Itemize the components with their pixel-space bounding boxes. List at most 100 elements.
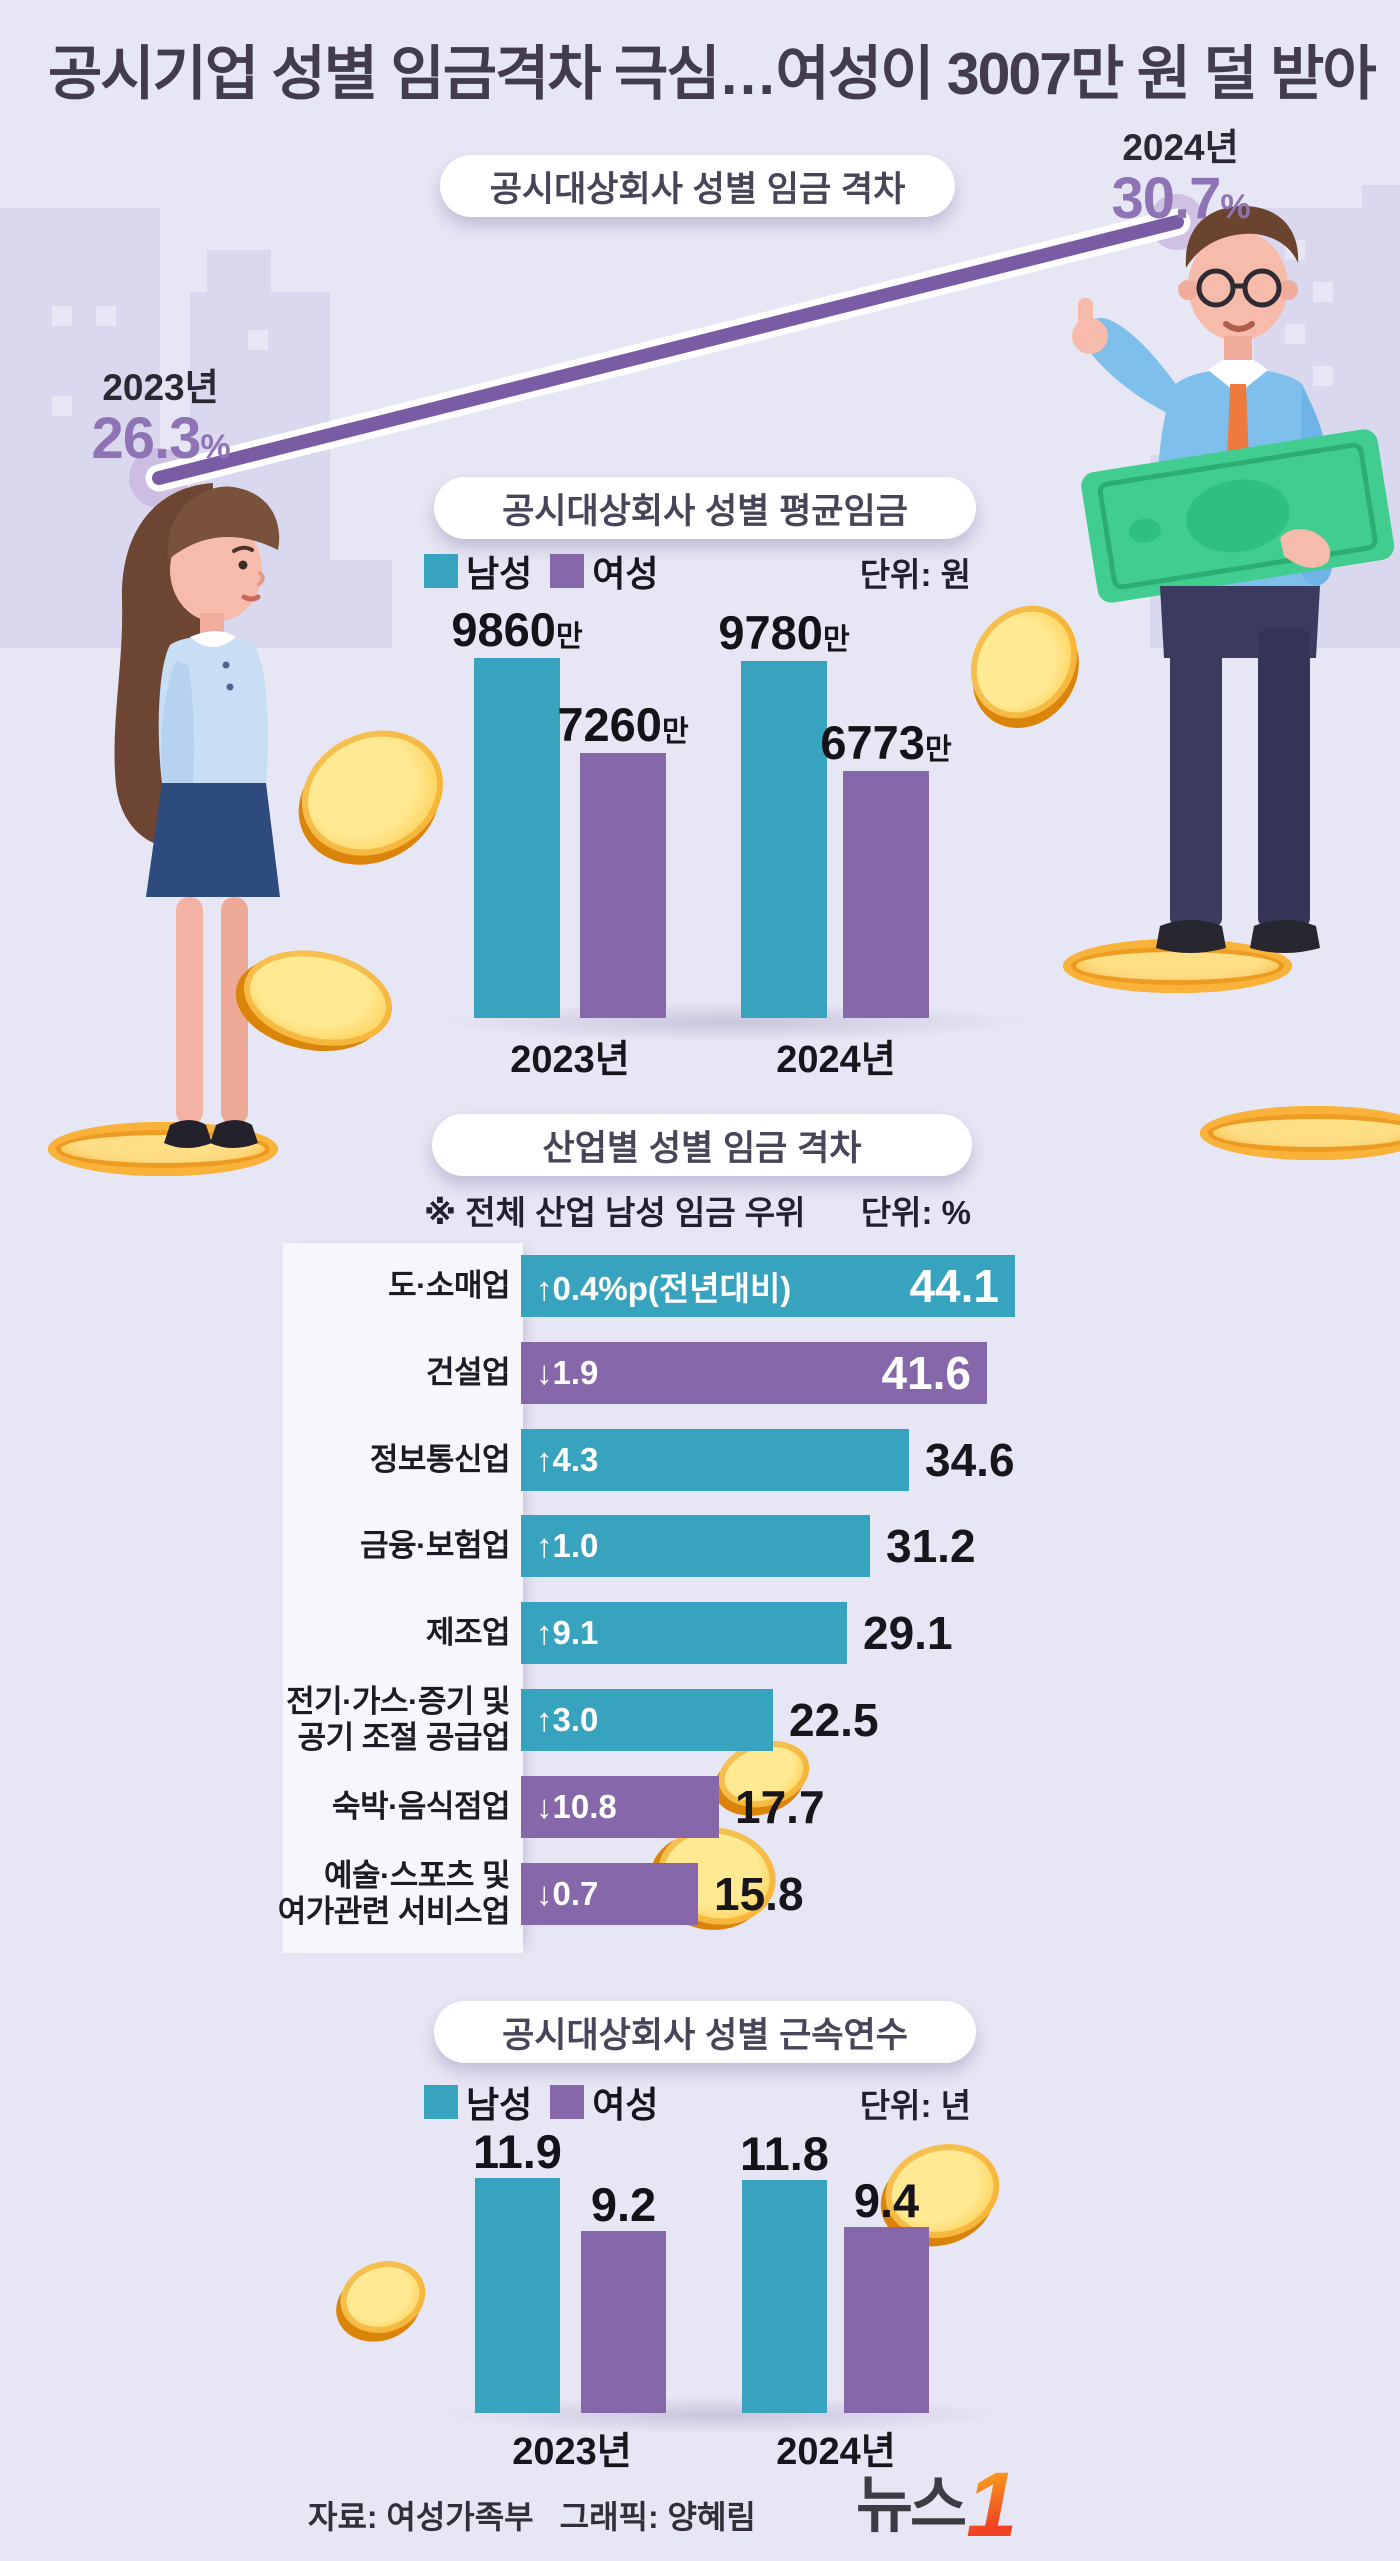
industry-label: 전기·가스·증기 및 공기 조절 공급업: [286, 1684, 510, 1755]
industry-bar: ↑3.0: [521, 1689, 773, 1751]
woman-illustration: [114, 483, 280, 1148]
industry-value: 22.5: [789, 1694, 879, 1746]
bar-male-2023년: [475, 2178, 560, 2413]
industry-bar: ↑4.3: [521, 1429, 909, 1491]
bar-male-2024년: [741, 661, 827, 1018]
logo-number: 1: [966, 2454, 1018, 2556]
industry-label: 제조업: [425, 1615, 511, 1650]
industry-change-label: ↑3.0: [536, 1701, 599, 1738]
coin-stack-right: [1200, 1106, 1400, 2561]
legend-male-label: 남성: [466, 2084, 533, 2125]
gap-value: 26.3%: [91, 405, 230, 471]
section-heading-industry: 산업별 성별 임금 격차: [432, 1114, 972, 1176]
axis-year-label: 2024년: [776, 2431, 896, 2473]
industry-change-label: ↓1.9: [536, 1354, 599, 1391]
building-window: [1285, 324, 1305, 344]
man-illustration: [1072, 206, 1395, 953]
legend-male-swatch: [424, 2085, 458, 2119]
source-text: 자료: 여성가족부: [308, 2499, 534, 2535]
bar-value-female-2024년: 9.4: [853, 2174, 920, 2227]
bar-female-2023년: [580, 753, 666, 1018]
industry-change-label: ↑0.4%p(전년대비): [536, 1270, 792, 1307]
industry-label: 건설업: [425, 1355, 511, 1390]
bar-female-2024년: [844, 2227, 929, 2413]
axis-year-label: 2023년: [510, 1039, 630, 1081]
industry-change-label: ↑9.1: [536, 1614, 599, 1651]
wage-legend: 남성 여성: [424, 545, 659, 597]
building-window: [96, 306, 116, 326]
bar-value-male-2024년: 11.8: [740, 2127, 829, 2180]
credit-text: 그래픽: 양혜림: [559, 2499, 756, 2535]
building-window: [1313, 366, 1333, 386]
gap-year-label: 2023년: [102, 367, 219, 408]
industry-label-panel: [283, 1243, 523, 1953]
gold-coin: [331, 2250, 435, 2344]
axis-year-label: 2023년: [512, 2431, 632, 2473]
bar-male-2024년: [742, 2180, 827, 2413]
building: [330, 560, 392, 648]
industry-label: 예술·스포츠 및 여가관련 서비스업: [277, 1858, 511, 1929]
industry-value: 44.1: [909, 1260, 999, 1312]
tenure-unit-label: 단위: 년: [859, 2087, 971, 2124]
building-window: [248, 330, 268, 350]
building-window: [1313, 282, 1333, 302]
industry-change-label: ↑1.0: [536, 1527, 599, 1564]
industry-value: 34.6: [925, 1434, 1015, 1486]
industry-value: 29.1: [863, 1607, 953, 1659]
bar-value-female-2023년: 9.2: [590, 2178, 657, 2231]
footer-source: 자료: 여성가족부 그래픽: 양혜림: [308, 2492, 756, 2538]
section-heading-tenure: 공시대상회사 성별 근속연수: [434, 2001, 976, 2063]
industry-change-label: ↓0.7: [536, 1875, 599, 1912]
building: [207, 250, 271, 310]
industry-bar: ↓1.9 41.6: [521, 1342, 987, 1404]
building-window: [52, 306, 72, 326]
bar-female-2024년: [843, 771, 929, 1018]
gap-value: 30.7%: [1111, 165, 1250, 231]
gap-point-2024: 2024년 30.7%: [1098, 127, 1263, 231]
gap-year-label: 2024년: [1122, 127, 1239, 168]
wage-unit-label: 단위: 원: [859, 556, 971, 593]
section-heading-wage: 공시대상회사 성별 평균임금: [434, 477, 976, 539]
bar-male-2023년: [474, 658, 560, 1018]
bar-value-male-2023년: 11.9: [473, 2125, 562, 2178]
industry-label: 도·소매업: [388, 1268, 510, 1303]
coin-stack-woman: [48, 1122, 278, 2561]
industry-value: 17.7: [735, 1781, 825, 1833]
industry-value: 31.2: [886, 1520, 976, 1572]
industry-bar: ↑9.1: [521, 1602, 847, 1664]
industry-note: ※ 전체 산업 남성 임금 우위: [424, 1194, 806, 1231]
logo-text: 뉴스: [856, 2471, 967, 2540]
bar-value-male-2023년: 9860만: [451, 603, 583, 656]
gap-point-2023: 2023년 26.3%: [78, 367, 243, 471]
bar-value-female-2024년: 6773만: [820, 716, 952, 769]
legend-male-label: 남성: [466, 553, 533, 594]
news1-logo: 뉴스 1: [856, 2454, 1018, 2556]
page-title: 공시기업 성별 임금격차 극심…여성이 3007만 원 덜 받아: [48, 41, 1377, 107]
industry-unit-label: 단위: %: [860, 1194, 971, 1231]
legend-female-swatch: [550, 554, 585, 588]
legend-male-swatch: [424, 554, 458, 588]
bar-value-female-2023년: 7260만: [557, 698, 689, 751]
industry-bar: ↑1.0: [521, 1515, 870, 1577]
bar-female-2023년: [581, 2231, 666, 2413]
industry-change-label: ↑4.3: [536, 1441, 599, 1478]
industry-label: 금융·보험업: [360, 1528, 510, 1563]
section-heading-gap: 공시대상회사 성별 임금 격차: [440, 155, 955, 217]
legend-female-swatch: [550, 2085, 585, 2119]
axis-year-label: 2024년: [776, 1039, 896, 1081]
building: [1362, 185, 1400, 648]
industry-label: 숙박·음식점업: [332, 1789, 510, 1824]
legend-female-label: 여성: [592, 2084, 659, 2125]
tenure-legend: 남성 여성: [424, 2076, 659, 2128]
industry-change-label: ↓10.8: [536, 1788, 617, 1825]
industry-label: 정보통신업: [369, 1442, 511, 1477]
legend-female-label: 여성: [592, 553, 659, 594]
industry-bar: ↓0.7: [521, 1863, 698, 1925]
coin-stack-top: [1200, 1106, 1400, 1160]
building-window: [52, 396, 72, 416]
bar-value-male-2024년: 9780만: [718, 606, 850, 659]
industry-bar: ↓10.8: [521, 1776, 719, 1838]
industry-value: 41.6: [881, 1347, 971, 1399]
industry-value: 15.8: [714, 1868, 804, 1920]
